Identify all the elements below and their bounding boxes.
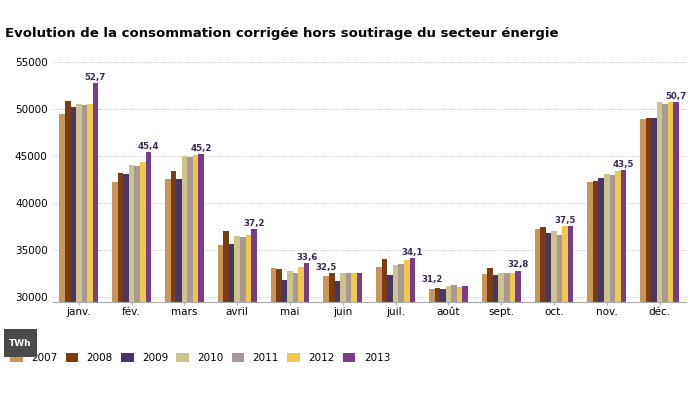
Text: 45,2: 45,2 bbox=[190, 144, 212, 152]
Bar bbox=[651, 118, 657, 397]
Bar bbox=[556, 235, 562, 397]
Bar bbox=[234, 236, 240, 397]
Bar bbox=[515, 271, 521, 397]
Bar bbox=[182, 156, 188, 397]
Bar bbox=[351, 273, 357, 397]
Text: 43,5: 43,5 bbox=[612, 160, 634, 169]
Bar bbox=[482, 274, 487, 397]
Bar bbox=[593, 181, 598, 397]
Bar bbox=[82, 105, 88, 397]
Bar bbox=[88, 104, 93, 397]
Bar bbox=[435, 287, 440, 397]
Bar bbox=[251, 229, 257, 397]
Bar bbox=[93, 83, 98, 397]
Text: 45,4: 45,4 bbox=[138, 142, 159, 151]
Text: 31,2: 31,2 bbox=[421, 275, 442, 284]
Bar bbox=[610, 175, 615, 397]
Bar bbox=[462, 286, 468, 397]
Bar bbox=[382, 259, 387, 397]
Text: 52,7: 52,7 bbox=[85, 73, 106, 82]
Bar bbox=[287, 271, 293, 397]
Bar bbox=[140, 162, 146, 397]
Bar bbox=[668, 102, 673, 397]
Text: 37,2: 37,2 bbox=[243, 219, 265, 228]
Bar bbox=[229, 244, 234, 397]
Bar bbox=[123, 174, 129, 397]
Bar bbox=[165, 179, 171, 397]
Bar bbox=[281, 280, 287, 397]
Bar bbox=[335, 281, 340, 397]
Bar bbox=[446, 286, 452, 397]
Bar bbox=[540, 227, 546, 397]
Bar bbox=[546, 233, 551, 397]
Bar bbox=[404, 260, 410, 397]
Bar bbox=[357, 274, 363, 397]
Bar bbox=[598, 178, 604, 397]
Text: 32,5: 32,5 bbox=[316, 263, 337, 272]
Bar bbox=[198, 154, 204, 397]
Bar bbox=[329, 274, 335, 397]
Bar bbox=[112, 182, 118, 397]
Bar bbox=[293, 273, 298, 397]
Bar bbox=[65, 101, 71, 397]
Bar bbox=[276, 269, 281, 397]
Text: 34,1: 34,1 bbox=[402, 248, 423, 257]
Text: 32,8: 32,8 bbox=[508, 260, 528, 269]
Bar bbox=[129, 165, 134, 397]
Bar bbox=[376, 267, 382, 397]
Text: 50,7: 50,7 bbox=[666, 92, 687, 101]
Bar bbox=[171, 171, 176, 397]
Bar bbox=[188, 157, 193, 397]
Bar bbox=[510, 273, 515, 397]
Bar bbox=[393, 265, 398, 397]
Legend: 2007, 2008, 2009, 2010, 2011, 2012, 2013: 2007, 2008, 2009, 2010, 2011, 2012, 2013 bbox=[10, 353, 390, 363]
Bar bbox=[493, 276, 498, 397]
Bar bbox=[673, 102, 679, 397]
Bar bbox=[452, 285, 457, 397]
Bar bbox=[223, 231, 229, 397]
Bar bbox=[240, 237, 246, 397]
Bar bbox=[176, 179, 182, 397]
Text: Evolution de la consommation corrigée hors soutirage du secteur énergie: Evolution de la consommation corrigée ho… bbox=[5, 27, 559, 40]
Bar bbox=[134, 166, 140, 397]
Bar bbox=[246, 235, 251, 397]
Bar bbox=[304, 263, 309, 397]
Text: 33,6: 33,6 bbox=[296, 253, 317, 262]
Bar bbox=[621, 170, 626, 397]
Bar bbox=[398, 264, 404, 397]
Bar bbox=[346, 274, 351, 397]
Bar bbox=[498, 274, 504, 397]
Bar bbox=[410, 258, 415, 397]
Bar bbox=[118, 173, 123, 397]
Bar bbox=[568, 226, 573, 397]
Bar bbox=[146, 152, 151, 397]
Text: TWh: TWh bbox=[9, 339, 32, 347]
Bar bbox=[340, 274, 346, 397]
Bar bbox=[657, 102, 662, 397]
Bar bbox=[193, 155, 198, 397]
Bar bbox=[323, 276, 329, 397]
Bar bbox=[60, 114, 65, 397]
Bar bbox=[218, 245, 223, 397]
Bar bbox=[487, 268, 493, 397]
Bar bbox=[640, 119, 645, 397]
Bar bbox=[645, 118, 651, 397]
Bar bbox=[615, 171, 621, 397]
Bar bbox=[604, 174, 610, 397]
Text: 37,5: 37,5 bbox=[554, 216, 576, 225]
Bar bbox=[562, 226, 568, 397]
Bar bbox=[271, 268, 277, 397]
Bar bbox=[440, 289, 446, 397]
Bar bbox=[587, 182, 593, 397]
Bar bbox=[76, 104, 82, 397]
Bar bbox=[551, 231, 556, 397]
Bar bbox=[662, 104, 668, 397]
Bar bbox=[535, 229, 540, 397]
Bar bbox=[429, 289, 435, 397]
Bar bbox=[71, 107, 76, 397]
Bar bbox=[298, 267, 304, 397]
Bar bbox=[457, 287, 462, 397]
Bar bbox=[387, 276, 393, 397]
Bar bbox=[504, 273, 510, 397]
